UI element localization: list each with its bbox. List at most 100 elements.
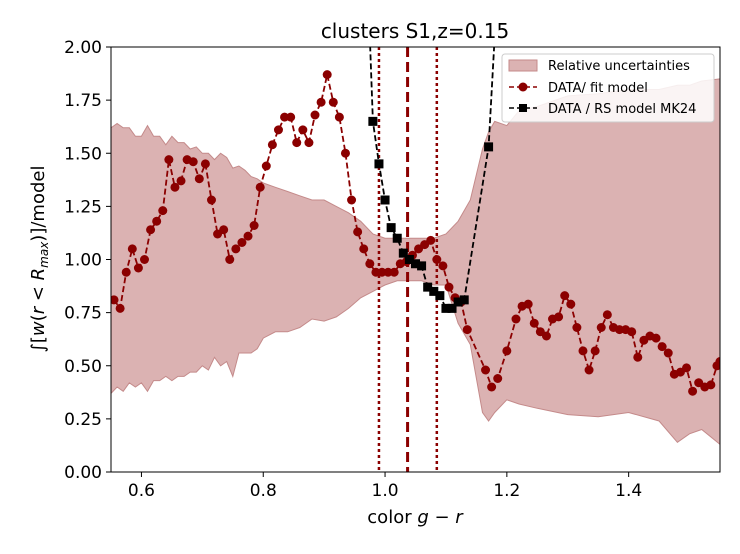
fit-model-point bbox=[688, 386, 698, 396]
fit-model-point bbox=[152, 216, 162, 226]
fit-model-point bbox=[164, 155, 174, 165]
fit-model-point bbox=[340, 148, 350, 158]
fit-model-point bbox=[170, 182, 180, 192]
fit-model-point bbox=[584, 365, 594, 375]
fit-model-point bbox=[188, 157, 198, 167]
x-tick-label: 1.2 bbox=[493, 481, 520, 501]
legend: Relative uncertainties DATA/ fit model D… bbox=[501, 53, 715, 123]
fit-model-point bbox=[334, 112, 344, 122]
rs-model-point bbox=[435, 291, 445, 301]
data-series bbox=[111, 47, 720, 396]
fit-model-point bbox=[493, 374, 503, 383]
fit-model-point bbox=[633, 352, 643, 362]
y-tick-label: 0.75 bbox=[64, 304, 102, 324]
legend-label-rs: DATA / RS model MK24 bbox=[548, 102, 696, 117]
fit-model-point bbox=[194, 174, 204, 184]
fit-model-point bbox=[225, 255, 235, 264]
fit-model-point bbox=[273, 125, 283, 135]
fit-model-point bbox=[127, 244, 137, 254]
fit-model-point bbox=[541, 331, 551, 341]
fit-model-point bbox=[292, 138, 302, 148]
fit-model-point bbox=[487, 382, 497, 392]
rs-model-point bbox=[404, 255, 414, 264]
fit-model-point bbox=[249, 221, 259, 230]
fit-model-point bbox=[322, 70, 332, 80]
rs-model-point bbox=[417, 261, 427, 271]
fit-model-point bbox=[146, 225, 156, 235]
fit-model-point bbox=[578, 346, 588, 356]
fit-model-point bbox=[462, 325, 472, 335]
fit-model-point bbox=[359, 244, 369, 254]
rs-model-point bbox=[374, 159, 384, 169]
fit-model-point bbox=[438, 261, 448, 271]
x-axis-title: color g − r bbox=[367, 507, 464, 528]
fit-model-point bbox=[432, 255, 442, 264]
rs-model-point bbox=[398, 248, 408, 258]
fit-model-point bbox=[481, 365, 491, 375]
fit-model-point bbox=[389, 267, 399, 277]
x-tick-label: 0.6 bbox=[128, 481, 155, 501]
fit-model-point bbox=[502, 346, 512, 356]
y-tick-label: 1.25 bbox=[64, 197, 102, 217]
fit-model-point bbox=[121, 267, 131, 277]
rs-model-point bbox=[447, 303, 457, 313]
y-tick-label: 1.00 bbox=[64, 251, 102, 271]
fit-model-point bbox=[529, 318, 539, 328]
rs-model-point bbox=[423, 282, 433, 292]
y-tick-label: 0.25 bbox=[64, 410, 102, 430]
fit-model-point bbox=[139, 255, 149, 264]
fit-model-point bbox=[596, 323, 606, 332]
legend-label-fit: DATA/ fit model bbox=[548, 81, 648, 96]
fit-model-point bbox=[328, 97, 338, 107]
fit-model-point bbox=[682, 363, 692, 373]
fit-model-point bbox=[316, 97, 326, 107]
fit-model-point bbox=[115, 303, 125, 313]
fit-model-point bbox=[554, 312, 564, 322]
fit-model-point bbox=[133, 263, 143, 273]
fit-model-point bbox=[286, 112, 296, 122]
fit-model-point bbox=[231, 244, 241, 254]
fit-model-point bbox=[158, 206, 168, 216]
y-axis-ticks: 0.00 0.25 0.50 0.75 1.00 1.25 1.50 1.75 2.00 bbox=[64, 38, 111, 483]
fit-model-point bbox=[111, 295, 119, 305]
fit-model-point bbox=[602, 310, 612, 320]
y-tick-label: 0.00 bbox=[64, 463, 102, 483]
x-tick-label: 1.4 bbox=[615, 481, 642, 501]
fit-model-point bbox=[261, 161, 271, 171]
fit-model-point bbox=[706, 380, 716, 390]
y-axis-title: ∫[w(r < Rmax)]/model bbox=[28, 166, 51, 353]
fit-model-point bbox=[627, 327, 637, 337]
legend-label-band: Relative uncertainties bbox=[548, 59, 690, 74]
fit-model-point bbox=[243, 231, 253, 241]
fit-model-point bbox=[353, 227, 363, 237]
fit-model-point bbox=[200, 159, 210, 169]
rs-model-point bbox=[411, 259, 420, 269]
rs-model-point bbox=[380, 195, 390, 205]
fit-model-point bbox=[255, 182, 265, 192]
x-axis-ticks: 0.6 0.8 1.0 1.2 1.4 bbox=[128, 472, 642, 501]
fit-model-point bbox=[511, 314, 521, 324]
fit-model-point bbox=[219, 225, 229, 235]
fit-model-point bbox=[651, 333, 661, 343]
fit-model-point bbox=[310, 110, 320, 120]
rs-model-point bbox=[368, 116, 378, 126]
fit-model-point bbox=[298, 125, 308, 135]
rs-model-point bbox=[429, 286, 439, 296]
legend-rs-marker bbox=[519, 104, 527, 112]
legend-band-swatch bbox=[508, 59, 538, 72]
rs-model-point bbox=[392, 233, 402, 243]
fit-model-point bbox=[715, 357, 720, 366]
x-tick-label: 0.8 bbox=[250, 481, 277, 501]
fit-model-point bbox=[572, 323, 582, 332]
legend-box bbox=[501, 53, 715, 123]
rs-model-point bbox=[441, 303, 451, 313]
rs-model-point bbox=[453, 297, 463, 307]
chart-title: clusters S1,z=0.15 bbox=[321, 19, 509, 43]
rs-model-point bbox=[459, 295, 469, 305]
fit-model-point bbox=[206, 195, 216, 205]
fit-model-point bbox=[590, 346, 600, 356]
fit-model-point bbox=[566, 299, 576, 309]
fit-model-point bbox=[444, 282, 454, 292]
fit-model-point bbox=[523, 299, 533, 309]
